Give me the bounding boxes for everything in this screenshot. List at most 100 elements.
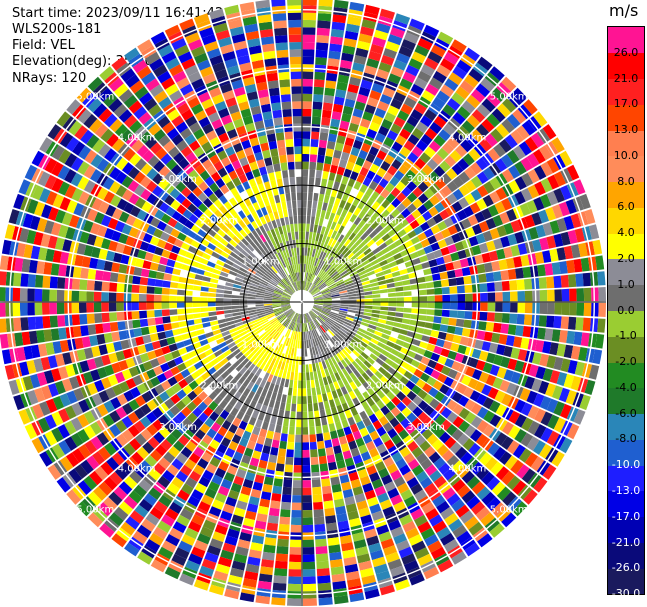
velocity-gate [116, 302, 124, 312]
azimuth-spoke [301, 301, 566, 455]
velocity-gate [277, 314, 286, 321]
range-ring-label: 5.00km [490, 505, 528, 516]
velocity-gate [224, 588, 240, 600]
velocity-gate [486, 93, 501, 108]
velocity-gate [282, 306, 291, 311]
velocity-gate [48, 383, 59, 397]
velocity-gate [318, 344, 324, 353]
velocity-gate [358, 149, 368, 160]
velocity-gate [274, 124, 284, 134]
velocity-gate [461, 328, 471, 337]
velocity-gate [393, 533, 407, 545]
velocity-gate [129, 120, 143, 134]
velocity-gate [383, 422, 394, 433]
velocity-gate [391, 434, 402, 445]
velocity-gate [212, 268, 222, 275]
velocity-gate [356, 229, 365, 238]
velocity-gate [130, 205, 141, 218]
velocity-gate [340, 359, 348, 368]
velocity-gate [327, 58, 340, 67]
velocity-gate [176, 139, 188, 152]
velocity-gate [493, 238, 503, 250]
velocity-gate [78, 302, 87, 313]
velocity-gate [208, 112, 220, 123]
velocity-gate [371, 478, 384, 490]
velocity-gate [485, 217, 497, 230]
colorbar-tick-label: 26.0 [613, 45, 639, 59]
velocity-gate [432, 494, 446, 508]
velocity-gate [313, 192, 319, 202]
velocity-gate [292, 264, 296, 273]
velocity-gate [414, 333, 423, 340]
velocity-gate [226, 581, 241, 592]
velocity-gate [489, 191, 501, 204]
velocity-gate [464, 311, 473, 320]
velocity-gate [253, 274, 262, 281]
velocity-gate [361, 451, 371, 462]
velocity-gate [424, 322, 434, 329]
velocity-gate [452, 479, 466, 493]
velocity-gate [320, 209, 326, 219]
velocity-gate [271, 278, 279, 285]
velocity-gate [190, 355, 200, 364]
velocity-gate [464, 166, 477, 180]
velocity-gate [192, 296, 201, 302]
velocity-gate [157, 70, 172, 84]
velocity-gate [305, 331, 308, 341]
velocity-gate [393, 501, 406, 513]
velocity-gate [317, 440, 325, 450]
velocity-gate [376, 426, 387, 437]
velocity-gate [135, 258, 145, 268]
velocity-gate [242, 207, 251, 217]
velocity-gate [333, 414, 340, 423]
velocity-gate [237, 55, 251, 65]
velocity-gate [517, 291, 526, 302]
velocity-gate [339, 308, 348, 312]
velocity-gate [101, 354, 111, 366]
velocity-gate [405, 527, 420, 540]
velocity-gate [314, 299, 324, 302]
velocity-gate [409, 278, 418, 285]
velocity-gate [335, 505, 347, 515]
velocity-gate [310, 146, 318, 155]
velocity-gate [302, 457, 310, 466]
velocity-gate [546, 158, 560, 174]
velocity-gate [247, 223, 255, 232]
velocity-gate [404, 260, 414, 268]
velocity-gate [431, 153, 444, 165]
velocity-gate [271, 330, 278, 338]
velocity-gate [215, 306, 224, 311]
velocity-gate [91, 345, 101, 358]
velocity-gate [418, 308, 427, 315]
velocity-gate [408, 272, 417, 279]
velocity-gate [318, 378, 324, 387]
velocity-gate [369, 365, 378, 374]
velocity-gate [100, 461, 114, 476]
velocity-gate [291, 86, 302, 94]
velocity-gate [292, 487, 302, 496]
velocity-gate [169, 302, 177, 309]
velocity-gate [370, 338, 379, 345]
velocity-gate [131, 451, 144, 465]
velocity-gate [297, 207, 302, 216]
velocity-gate [109, 424, 122, 437]
velocity-gate [322, 291, 331, 296]
velocity-gate [139, 241, 150, 252]
velocity-gate [252, 277, 261, 283]
velocity-gate [193, 146, 205, 158]
velocity-gate [398, 164, 410, 175]
velocity-gate [180, 83, 194, 96]
velocity-gate [352, 349, 361, 358]
velocity-gate [273, 292, 282, 297]
velocity-gate [510, 347, 521, 360]
velocity-gate [198, 412, 209, 423]
velocity-gate [474, 211, 486, 223]
velocity-gate [99, 66, 115, 81]
velocity-gate [124, 311, 133, 321]
range-ring-label: 1.00km [242, 339, 280, 350]
velocity-gate [171, 245, 181, 254]
velocity-gate [368, 341, 377, 349]
velocity-gate [211, 474, 223, 486]
velocity-gate [299, 314, 302, 324]
velocity-gate [34, 387, 46, 403]
